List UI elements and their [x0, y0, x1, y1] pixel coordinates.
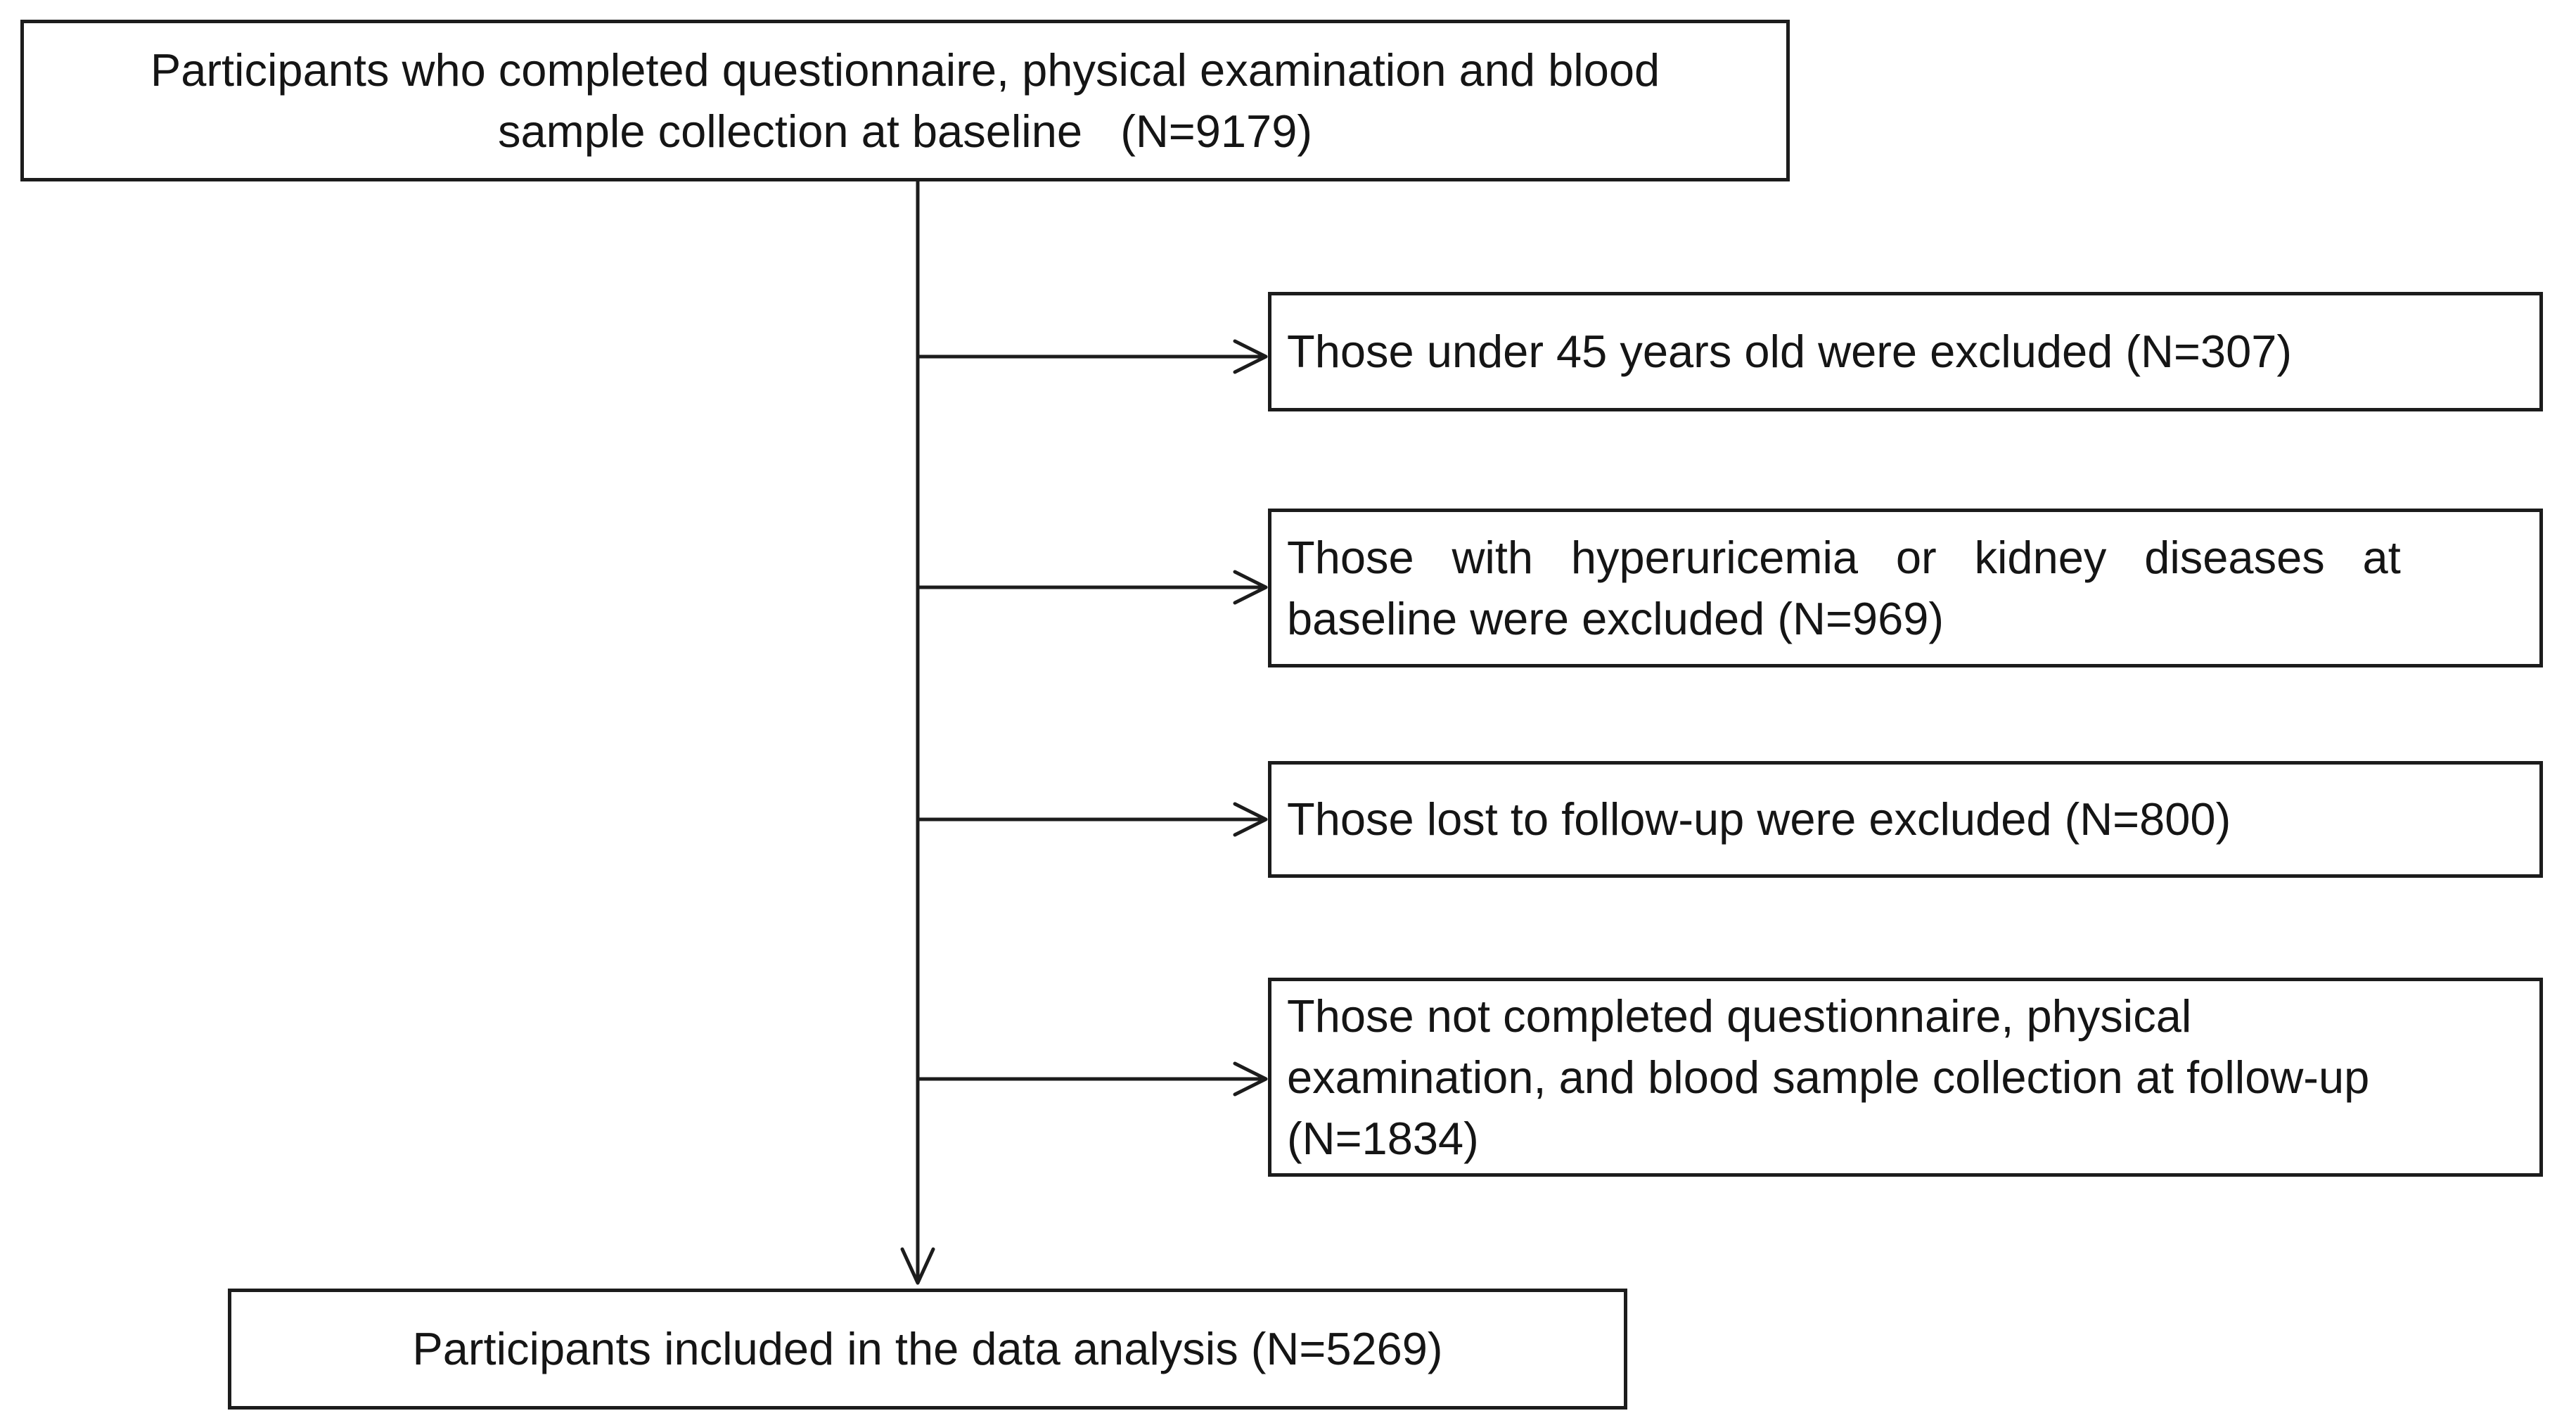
- final-analysis-label: Participants included in the data analys…: [412, 1323, 1443, 1375]
- right-arrowhead-icon-4: [1233, 1061, 1268, 1097]
- exclusion-hyperuricemia-kidney-label: Those with hyperuricemia or kidney disea…: [1287, 531, 2401, 644]
- exclusion-box-under-45: Those under 45 years old were excluded (…: [1268, 292, 2543, 411]
- exclusion-lost-follow-up-label: Those lost to follow-up were excluded (N…: [1287, 793, 2231, 845]
- exclusion-under-45-label: Those under 45 years old were excluded (…: [1287, 326, 2293, 378]
- baseline-population-label: Participants who completed questionnaire…: [150, 44, 1660, 157]
- right-arrowhead-icon-2: [1233, 570, 1268, 605]
- baseline-population-box: Participants who completed questionnaire…: [20, 20, 1790, 181]
- final-analysis-box: Participants included in the data analys…: [228, 1289, 1627, 1410]
- right-arrowhead-icon-3: [1233, 802, 1268, 837]
- down-arrowhead-icon: [900, 1247, 935, 1285]
- right-arrowhead-icon-1: [1233, 339, 1268, 374]
- exclusion-box-lost-follow-up: Those lost to follow-up were excluded (N…: [1268, 761, 2543, 878]
- exclusion-box-hyperuricemia-kidney: Those with hyperuricemia or kidney disea…: [1268, 509, 2543, 667]
- exclusion-incomplete-follow-up-label: Those not completed questionnaire, physi…: [1287, 990, 2370, 1165]
- exclusion-box-incomplete-follow-up: Those not completed questionnaire, physi…: [1268, 978, 2543, 1177]
